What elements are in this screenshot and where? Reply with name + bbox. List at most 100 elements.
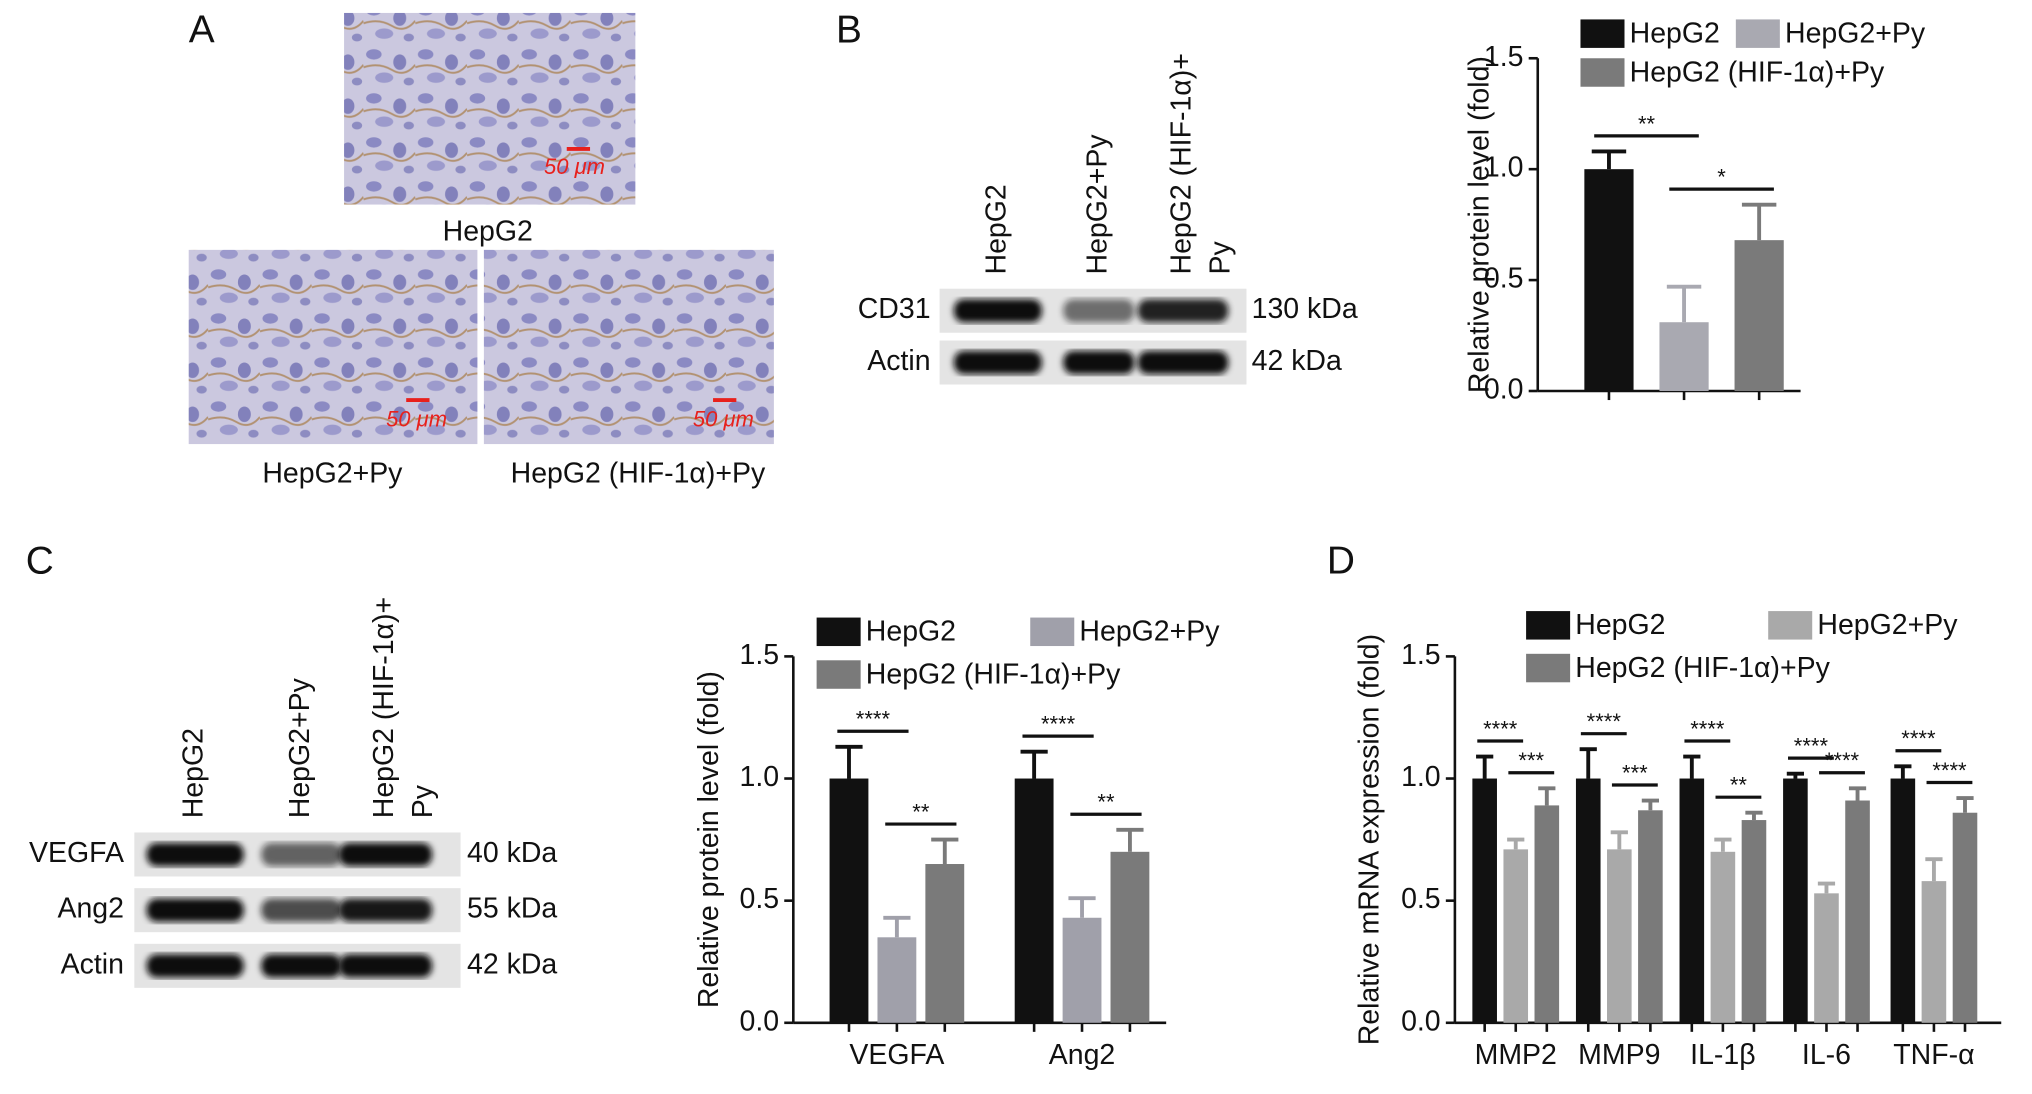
blot-band (1063, 350, 1135, 375)
significance-label: **** (1587, 709, 1622, 734)
y-tick-label: 1.0 (1484, 152, 1524, 184)
y-tick-label: 0.5 (739, 883, 779, 915)
y-tick-label: 0.0 (1484, 374, 1524, 406)
bar (1679, 778, 1705, 1023)
protein-label: Actin (867, 345, 930, 377)
significance-label: ** (912, 800, 930, 825)
significance-label: *** (1518, 748, 1544, 773)
significance-label: ** (1097, 790, 1115, 815)
bar (1890, 778, 1916, 1023)
x-tick-label: MMP2 (1475, 1039, 1557, 1071)
bar (1607, 849, 1632, 1023)
lane-label: HepG2 (178, 728, 210, 818)
bar (1062, 917, 1102, 1023)
ihc-image (188, 249, 478, 445)
lane-label: HepG2 (980, 184, 1012, 274)
bar (1014, 778, 1054, 1023)
bar (1921, 881, 1947, 1023)
y-tick-label: 1.5 (739, 639, 779, 671)
lane-label: HepG2 (HIF-1α)+ (1166, 53, 1198, 274)
scale-label: 50 μm (693, 407, 754, 432)
y-tick-label: 1.5 (1484, 41, 1524, 73)
blot-band (338, 842, 433, 867)
legend-swatch (816, 617, 861, 647)
legend-swatch (1580, 58, 1625, 87)
panel-label: A (189, 9, 215, 52)
protein-label: CD31 (858, 293, 931, 325)
blot-band (953, 299, 1042, 323)
image-caption: HepG2 (443, 216, 533, 248)
bar (1710, 851, 1736, 1023)
significance-label: **** (1041, 712, 1076, 737)
significance-label: **** (1932, 758, 1967, 783)
legend-swatch (816, 660, 861, 689)
significance-label: ** (1730, 773, 1748, 798)
scale-label: 50 μm (386, 407, 447, 432)
y-tick-label: 1.0 (739, 761, 779, 793)
y-tick-label: 1.0 (1401, 761, 1441, 793)
size-label: 40 kDa (467, 837, 557, 869)
bar (1734, 240, 1784, 391)
blot-band (146, 954, 244, 978)
legend-label: HepG2 (1575, 609, 1665, 641)
legend-label: HepG2 (HIF-1α)+Py (1575, 652, 1830, 684)
panel-label: B (836, 9, 862, 52)
x-tick-label: IL-6 (1802, 1039, 1851, 1071)
x-tick-label: MMP9 (1578, 1039, 1660, 1071)
lane-label: HepG2+Py (1081, 134, 1113, 275)
bar (1575, 778, 1601, 1023)
significance-label: **** (1825, 748, 1860, 773)
y-tick-label: 1.5 (1401, 639, 1441, 671)
bar (829, 778, 869, 1023)
y-tick-label: 0.5 (1484, 263, 1524, 295)
bar (1472, 778, 1497, 1023)
legend-label: HepG2+Py (1817, 609, 1958, 641)
bar (1814, 893, 1839, 1023)
bar (1741, 820, 1767, 1023)
significance-label: **** (1483, 716, 1518, 741)
significance-label: **** (856, 707, 891, 732)
lane-label: Py (1204, 240, 1236, 274)
significance-label: **** (1690, 716, 1725, 741)
size-label: 55 kDa (467, 893, 557, 925)
significance-label: *** (1622, 760, 1648, 785)
bar (1584, 169, 1634, 391)
protein-label: Actin (61, 948, 124, 980)
bar (1534, 805, 1560, 1023)
blot-band (146, 842, 244, 867)
size-label: 42 kDa (467, 948, 557, 980)
legend-swatch (1526, 611, 1571, 640)
blot-band (1137, 350, 1229, 375)
y-tick-label: 0.5 (1401, 883, 1441, 915)
legend-swatch (1030, 617, 1075, 647)
blot-band (1137, 299, 1229, 323)
legend-label: HepG2 (HIF-1α)+Py (866, 658, 1121, 690)
legend-label: HepG2+Py (1079, 616, 1220, 648)
protein-label: Ang2 (57, 893, 124, 925)
bar (877, 937, 917, 1023)
size-label: 42 kDa (1252, 345, 1342, 377)
blot-band (261, 954, 342, 978)
blot-band (338, 898, 433, 922)
legend-label: HepG2 (HIF-1α)+Py (1630, 56, 1885, 88)
lane-label: Py (407, 784, 439, 818)
blot-band (146, 898, 244, 922)
bar (1783, 778, 1808, 1023)
image-caption: HepG2+Py (262, 458, 403, 490)
blot-band (1063, 299, 1135, 323)
legend-swatch (1735, 19, 1780, 48)
legend-swatch (1580, 19, 1625, 48)
x-tick-label: TNF-α (1893, 1039, 1974, 1071)
y-axis-label: Relative mRNA expression (fold) (1353, 634, 1385, 1045)
lane-label: HepG2 (HIF-1α)+ (368, 597, 400, 818)
blot-band (261, 842, 342, 867)
ihc-image (344, 12, 636, 205)
size-label: 130 kDa (1252, 293, 1358, 325)
legend-swatch (1768, 611, 1813, 640)
legend-swatch (1526, 653, 1571, 683)
legend-label: HepG2+Py (1785, 17, 1926, 49)
protein-label: VEGFA (29, 837, 124, 869)
x-tick-label: VEGFA (849, 1039, 944, 1071)
bar (1503, 849, 1529, 1023)
